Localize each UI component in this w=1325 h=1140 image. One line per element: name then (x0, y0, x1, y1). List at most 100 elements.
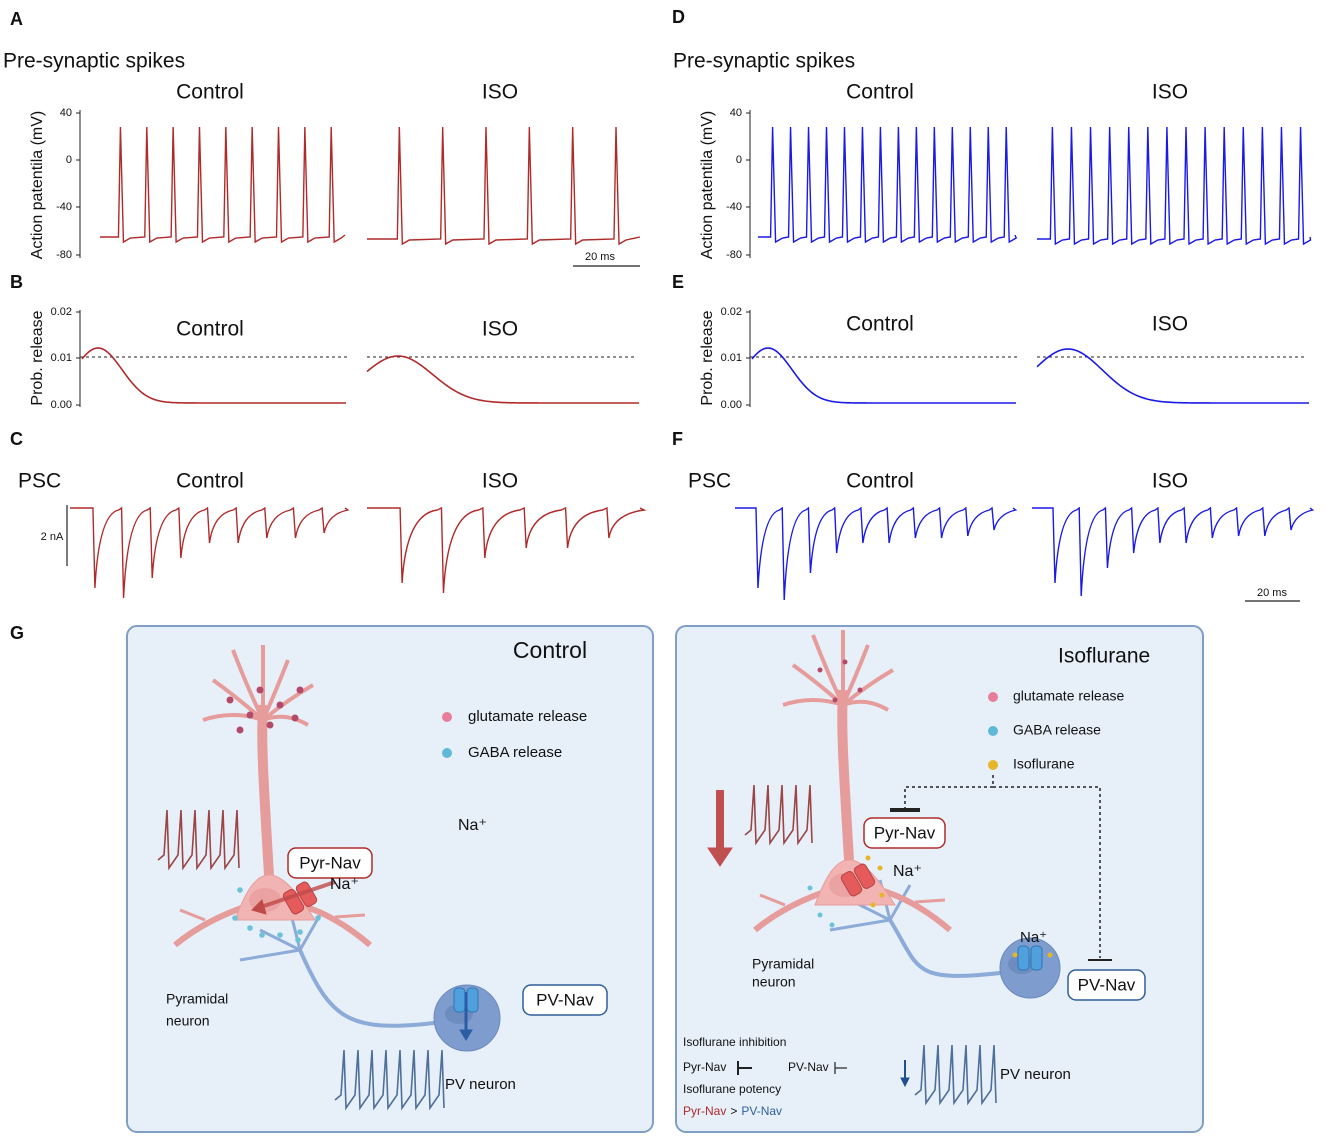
psc-label: PSC (18, 470, 61, 493)
y-tick: -80 (56, 249, 72, 261)
release-trace (1036, 348, 1309, 404)
dot (315, 915, 321, 921)
dot (295, 937, 301, 943)
label: PV neuron (445, 1076, 516, 1093)
label: Pyr-Nav (683, 1060, 726, 1074)
diagram-title: Isoflurane (1058, 645, 1150, 668)
y-label: Prob. release (699, 310, 716, 405)
pv-branch (259, 928, 301, 952)
label: glutamate release (468, 708, 587, 725)
dendrite-branch (811, 634, 845, 706)
label: Isoflurane inhibition (683, 1035, 786, 1049)
condition: Control (846, 313, 914, 336)
psc-label: PSC (688, 470, 731, 493)
condition: ISO (1152, 81, 1188, 104)
channel-box (863, 817, 946, 849)
panel-letter: E (672, 272, 684, 292)
dot (277, 932, 283, 938)
mini-spikes (334, 1049, 445, 1111)
y-tick: 0.00 (51, 399, 72, 411)
channel-label: Pyr-Nav (874, 823, 936, 842)
inhibition-line (904, 775, 1101, 958)
potency-part: PV-Nav (741, 1104, 782, 1118)
potency-part: > (730, 1104, 737, 1118)
dot (842, 659, 848, 665)
y-tick: 0 (66, 154, 72, 166)
label: Na⁺ (1020, 929, 1047, 946)
pv-branch (298, 914, 322, 951)
psc-trace (367, 506, 647, 594)
pv-branch (888, 884, 912, 921)
release-trace (81, 347, 346, 404)
dot (1012, 952, 1018, 958)
dot (232, 915, 238, 921)
y-tick: 40 (60, 107, 72, 119)
label: Isoflurane (1013, 756, 1075, 772)
channel-part (853, 863, 876, 889)
spike-trace (367, 126, 641, 246)
dot (259, 932, 265, 938)
dot (247, 925, 253, 931)
dendrite-branch (841, 644, 870, 706)
scale-label: 20 ms (1257, 587, 1287, 599)
dot (442, 748, 452, 758)
label: Na⁺ (458, 817, 487, 834)
dot (237, 887, 243, 893)
y-tick: 0.00 (721, 399, 742, 411)
label: GABA release (1013, 722, 1101, 738)
dot (877, 865, 883, 871)
label: Na⁺ (330, 876, 359, 893)
condition: ISO (482, 81, 518, 104)
diagram-title: Control (513, 637, 587, 663)
spike-trace (100, 126, 346, 244)
channel-label: Pyr-Nav (299, 853, 361, 872)
channel (840, 863, 876, 897)
na-arrow (257, 880, 336, 910)
label: Na⁺ (893, 863, 922, 880)
control-box (126, 625, 654, 1133)
pv-branch (239, 948, 301, 962)
label: Isoflurane potency (683, 1082, 781, 1096)
spike-trace (1037, 126, 1312, 246)
dot (236, 726, 244, 734)
dot (988, 726, 998, 736)
pv-dendrite (888, 918, 1001, 978)
dendrite (914, 898, 946, 904)
dendrite-branch (261, 659, 290, 721)
dot (817, 667, 823, 673)
dot (296, 686, 304, 694)
arrow-head (707, 847, 733, 867)
dot (226, 696, 234, 704)
dot (276, 701, 284, 709)
panel-letter: G (10, 623, 24, 643)
channel-part (1030, 945, 1043, 971)
condition: ISO (1152, 470, 1188, 493)
condition: Control (176, 81, 244, 104)
panel-letter: C (10, 429, 23, 449)
condition: ISO (1152, 313, 1188, 336)
dot (865, 855, 871, 861)
y-tick: -40 (726, 201, 742, 213)
y-tick: 0.02 (51, 306, 72, 318)
heading: Pre-synaptic spikes (3, 50, 185, 73)
y-label: Action patentila (mV) (29, 111, 46, 260)
dot (829, 922, 835, 928)
y-tick: -80 (726, 249, 742, 261)
y-tick: -40 (56, 201, 72, 213)
potency-part: Pyr-Nav (683, 1104, 726, 1118)
dot (870, 902, 876, 908)
release-trace (366, 355, 639, 404)
dendrite-branch (231, 649, 265, 721)
arrow-head (459, 1029, 473, 1041)
dot (988, 760, 998, 770)
dendrite-branch (262, 714, 310, 727)
psc-trace (1032, 506, 1315, 597)
label: GABA release (468, 744, 562, 761)
condition: Control (846, 470, 914, 493)
y-tick: 0.01 (721, 352, 742, 364)
dendrite (179, 908, 206, 922)
y-tick: 0.01 (51, 352, 72, 364)
channel-part (466, 987, 479, 1013)
dot (817, 912, 823, 918)
dot (879, 892, 885, 898)
